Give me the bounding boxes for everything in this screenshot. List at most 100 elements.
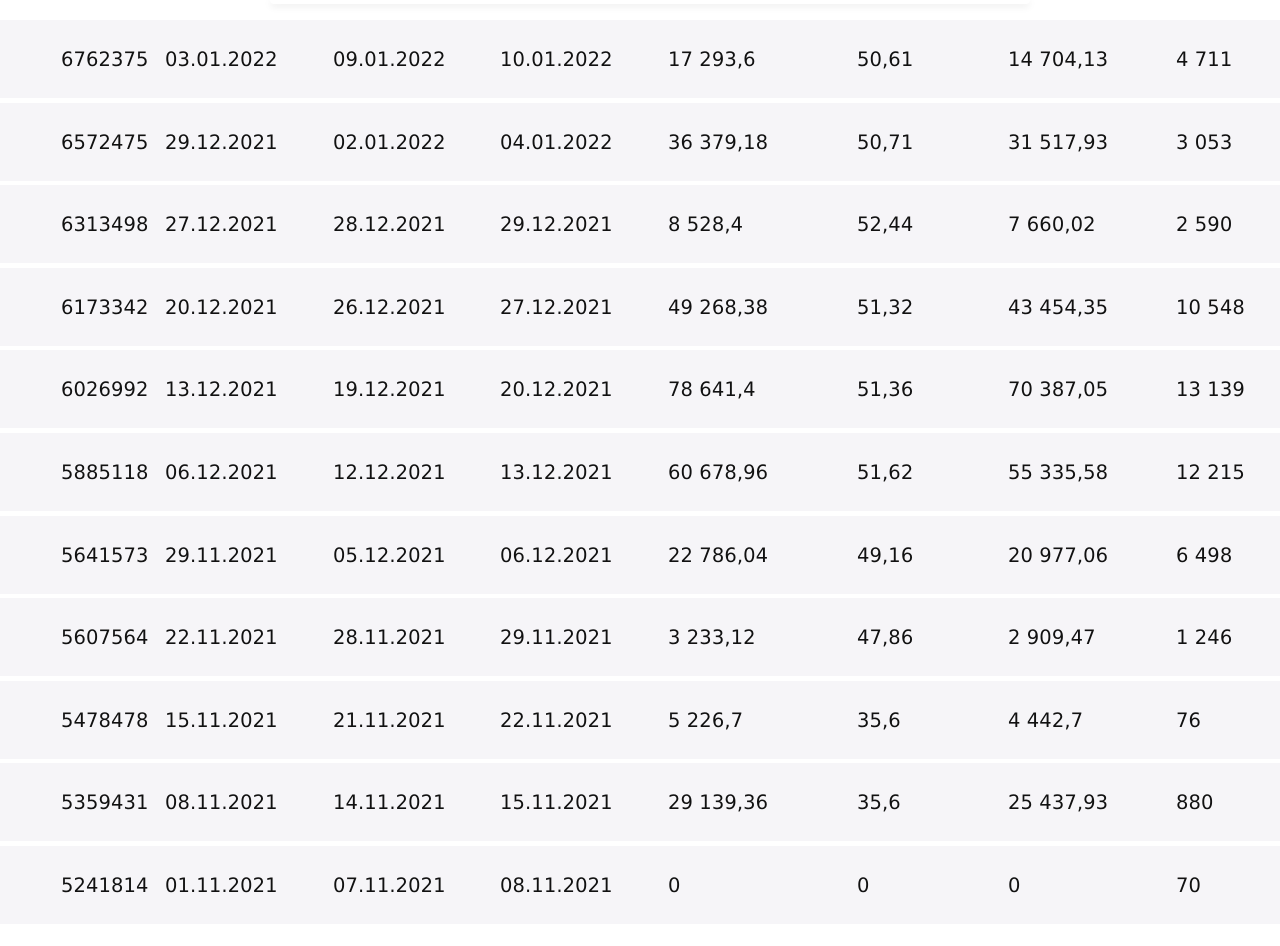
- total-value: 55 335,58: [1008, 460, 1109, 484]
- report-id: 6313498: [61, 213, 149, 237]
- period-start-date: 15.11.2021: [165, 708, 278, 732]
- amount-value: 49 268,38: [668, 295, 769, 319]
- table-row[interactable]: 6026992 13.12.2021 19.12.2021 20.12.2021…: [0, 350, 1280, 429]
- table-row[interactable]: 6313498 27.12.2021 28.12.2021 29.12.2021…: [0, 185, 1280, 264]
- period-end-date: 05.12.2021: [333, 543, 446, 567]
- amount-value: 3 233,12: [668, 626, 756, 650]
- report-table: 6762375 03.01.2022 09.01.2022 10.01.2022…: [0, 20, 1280, 929]
- amount-value: 22 786,04: [668, 543, 769, 567]
- payment-date: 08.11.2021: [500, 873, 613, 897]
- header-card-shadow: [270, 0, 1030, 4]
- count-value: 6 498: [1176, 543, 1233, 567]
- period-start-date: 27.12.2021: [165, 213, 278, 237]
- payment-date: 29.11.2021: [500, 626, 613, 650]
- period-end-date: 14.11.2021: [333, 791, 446, 815]
- amount-value: 60 678,96: [668, 460, 769, 484]
- count-value: 10 548: [1176, 295, 1245, 319]
- period-end-date: 28.11.2021: [333, 626, 446, 650]
- report-id: 5641573: [61, 543, 149, 567]
- total-value: 25 437,93: [1008, 791, 1109, 815]
- amount-value: 8 528,4: [668, 213, 744, 237]
- amount-value: 36 379,18: [668, 130, 769, 154]
- report-id: 6173342: [61, 295, 149, 319]
- table-row[interactable]: 5607564 22.11.2021 28.11.2021 29.11.2021…: [0, 598, 1280, 677]
- rate-value: 50,61: [857, 48, 914, 71]
- report-id: 5241814: [61, 873, 149, 897]
- count-value: 70: [1176, 873, 1202, 897]
- amount-value: 78 641,4: [668, 378, 756, 402]
- period-start-date: 29.12.2021: [165, 130, 278, 154]
- period-end-date: 26.12.2021: [333, 295, 446, 319]
- table-row[interactable]: 6173342 20.12.2021 26.12.2021 27.12.2021…: [0, 267, 1280, 346]
- total-value: 20 977,06: [1008, 543, 1109, 567]
- table-row[interactable]: 6572475 29.12.2021 02.01.2022 04.01.2022…: [0, 102, 1280, 181]
- total-value: 4 442,7: [1008, 708, 1084, 732]
- rate-value: 35,6: [857, 791, 901, 815]
- period-start-date: 13.12.2021: [165, 378, 278, 402]
- period-start-date: 03.01.2022: [165, 48, 278, 71]
- period-end-date: 02.01.2022: [333, 130, 446, 154]
- amount-value: 0: [668, 873, 681, 897]
- period-start-date: 06.12.2021: [165, 460, 278, 484]
- count-value: 12 215: [1176, 460, 1245, 484]
- amount-value: 29 139,36: [668, 791, 769, 815]
- payment-date: 20.12.2021: [500, 378, 613, 402]
- period-end-date: 12.12.2021: [333, 460, 446, 484]
- rate-value: 51,36: [857, 378, 914, 402]
- period-start-date: 29.11.2021: [165, 543, 278, 567]
- period-start-date: 20.12.2021: [165, 295, 278, 319]
- table-row[interactable]: 5885118 06.12.2021 12.12.2021 13.12.2021…: [0, 432, 1280, 511]
- rate-value: 51,62: [857, 460, 914, 484]
- report-id: 6026992: [61, 378, 149, 402]
- rate-value: 49,16: [857, 543, 914, 567]
- count-value: 4 711: [1176, 48, 1233, 71]
- report-id: 5478478: [61, 708, 149, 732]
- payment-date: 06.12.2021: [500, 543, 613, 567]
- table-row[interactable]: 5478478 15.11.2021 21.11.2021 22.11.2021…: [0, 680, 1280, 759]
- report-id: 5607564: [61, 626, 149, 650]
- report-id: 5885118: [61, 460, 149, 484]
- table-row[interactable]: 5641573 29.11.2021 05.12.2021 06.12.2021…: [0, 515, 1280, 594]
- payment-date: 29.12.2021: [500, 213, 613, 237]
- period-end-date: 21.11.2021: [333, 708, 446, 732]
- period-start-date: 08.11.2021: [165, 791, 278, 815]
- rate-value: 35,6: [857, 708, 901, 732]
- table-row[interactable]: 5241814 01.11.2021 07.11.2021 08.11.2021…: [0, 845, 1280, 924]
- count-value: 2 590: [1176, 213, 1233, 237]
- period-end-date: 07.11.2021: [333, 873, 446, 897]
- payment-date: 10.01.2022: [500, 48, 613, 71]
- total-value: 2 909,47: [1008, 626, 1096, 650]
- rate-value: 51,32: [857, 295, 914, 319]
- table-row[interactable]: 6762375 03.01.2022 09.01.2022 10.01.2022…: [0, 20, 1280, 98]
- count-value: 76: [1176, 708, 1202, 732]
- payment-date: 13.12.2021: [500, 460, 613, 484]
- period-end-date: 09.01.2022: [333, 48, 446, 71]
- report-id: 6572475: [61, 130, 149, 154]
- total-value: 0: [1008, 873, 1021, 897]
- period-start-date: 01.11.2021: [165, 873, 278, 897]
- count-value: 3 053: [1176, 130, 1233, 154]
- count-value: 880: [1176, 791, 1214, 815]
- payment-date: 04.01.2022: [500, 130, 613, 154]
- count-value: 13 139: [1176, 378, 1245, 402]
- total-value: 70 387,05: [1008, 378, 1109, 402]
- table-row[interactable]: 5359431 08.11.2021 14.11.2021 15.11.2021…: [0, 763, 1280, 842]
- total-value: 43 454,35: [1008, 295, 1109, 319]
- amount-value: 5 226,7: [668, 708, 744, 732]
- count-value: 1 246: [1176, 626, 1233, 650]
- report-id: 5359431: [61, 791, 149, 815]
- rate-value: 52,44: [857, 213, 914, 237]
- period-end-date: 28.12.2021: [333, 213, 446, 237]
- payment-date: 22.11.2021: [500, 708, 613, 732]
- total-value: 14 704,13: [1008, 48, 1109, 71]
- rate-value: 47,86: [857, 626, 914, 650]
- total-value: 7 660,02: [1008, 213, 1096, 237]
- rate-value: 50,71: [857, 130, 914, 154]
- rate-value: 0: [857, 873, 870, 897]
- period-start-date: 22.11.2021: [165, 626, 278, 650]
- period-end-date: 19.12.2021: [333, 378, 446, 402]
- report-id: 6762375: [61, 48, 149, 71]
- amount-value: 17 293,6: [668, 48, 756, 71]
- total-value: 31 517,93: [1008, 130, 1109, 154]
- payment-date: 15.11.2021: [500, 791, 613, 815]
